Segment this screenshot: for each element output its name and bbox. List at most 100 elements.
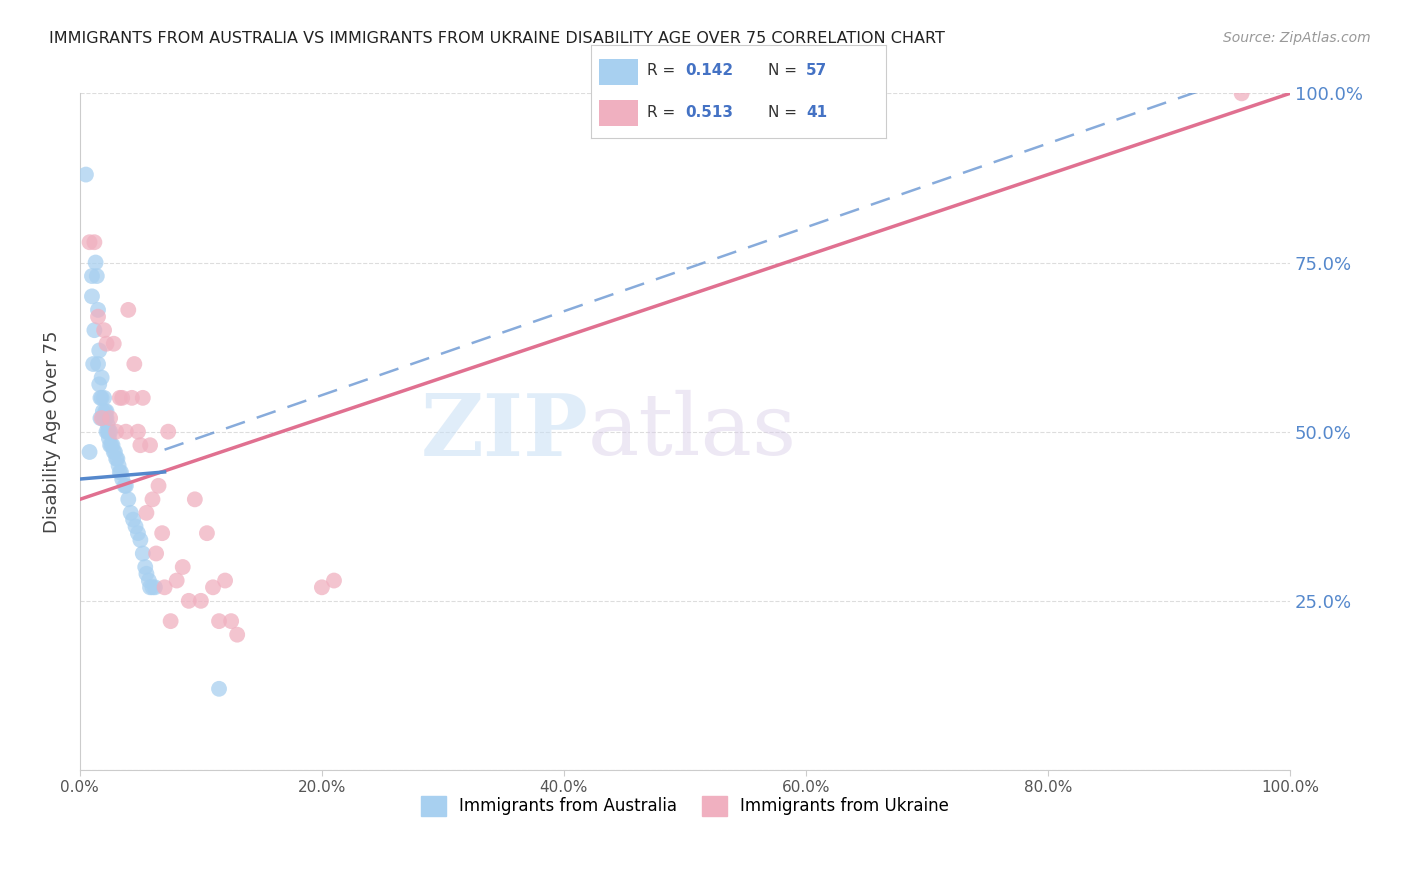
Point bbox=[98, 438, 121, 452]
Point bbox=[105, 425, 128, 439]
Point bbox=[101, 438, 124, 452]
Point bbox=[83, 235, 105, 250]
Point bbox=[132, 391, 155, 405]
Point bbox=[129, 438, 152, 452]
Point bbox=[96, 404, 118, 418]
Point bbox=[103, 336, 125, 351]
Point bbox=[117, 302, 139, 317]
Legend: Immigrants from Australia, Immigrants from Ukraine: Immigrants from Australia, Immigrants fr… bbox=[413, 789, 956, 822]
Point bbox=[90, 391, 112, 405]
Point bbox=[90, 411, 112, 425]
Point bbox=[87, 357, 110, 371]
Point bbox=[97, 432, 120, 446]
Point bbox=[111, 391, 134, 405]
Point bbox=[115, 479, 138, 493]
Point bbox=[114, 479, 136, 493]
Point bbox=[219, 614, 242, 628]
Text: 41: 41 bbox=[806, 104, 827, 120]
Point bbox=[124, 519, 146, 533]
Point bbox=[108, 465, 131, 479]
Point bbox=[214, 574, 236, 588]
Text: R =: R = bbox=[647, 63, 679, 78]
Point bbox=[190, 594, 212, 608]
Text: 0.142: 0.142 bbox=[685, 63, 733, 78]
Point bbox=[1230, 87, 1253, 101]
Point bbox=[195, 526, 218, 541]
Point bbox=[138, 574, 160, 588]
Text: N =: N = bbox=[768, 63, 801, 78]
Bar bbox=[599, 100, 638, 126]
Point bbox=[105, 451, 128, 466]
Text: ZIP: ZIP bbox=[420, 390, 588, 474]
Point bbox=[145, 546, 167, 560]
Point bbox=[97, 417, 120, 432]
Point bbox=[79, 235, 101, 250]
Point bbox=[208, 681, 231, 696]
Point bbox=[96, 336, 118, 351]
Point bbox=[108, 391, 131, 405]
Point bbox=[150, 526, 173, 541]
Point bbox=[132, 546, 155, 560]
Point bbox=[177, 594, 200, 608]
Point bbox=[96, 425, 118, 439]
Point bbox=[172, 560, 194, 574]
Point bbox=[117, 492, 139, 507]
Point bbox=[135, 506, 157, 520]
Point bbox=[89, 343, 111, 358]
Point bbox=[153, 580, 176, 594]
Text: 0.513: 0.513 bbox=[685, 104, 733, 120]
Point bbox=[82, 357, 104, 371]
Point bbox=[89, 377, 111, 392]
Point bbox=[157, 425, 180, 439]
Point bbox=[94, 411, 117, 425]
Point bbox=[105, 451, 128, 466]
Point bbox=[184, 492, 207, 507]
Point bbox=[100, 438, 122, 452]
Point bbox=[122, 513, 145, 527]
Point bbox=[93, 411, 115, 425]
Point bbox=[89, 391, 111, 405]
Text: R =: R = bbox=[647, 104, 679, 120]
Point bbox=[91, 411, 114, 425]
Point bbox=[148, 479, 170, 493]
Point bbox=[93, 391, 115, 405]
Point bbox=[166, 574, 188, 588]
Text: Source: ZipAtlas.com: Source: ZipAtlas.com bbox=[1223, 31, 1371, 45]
Point bbox=[129, 533, 152, 547]
Point bbox=[89, 411, 111, 425]
Point bbox=[90, 370, 112, 384]
Point bbox=[323, 574, 346, 588]
Point bbox=[127, 526, 149, 541]
Point bbox=[75, 168, 97, 182]
Point bbox=[79, 445, 101, 459]
Point bbox=[121, 391, 143, 405]
Point bbox=[86, 268, 108, 283]
Point bbox=[84, 255, 107, 269]
Point bbox=[208, 614, 231, 628]
Point bbox=[107, 458, 129, 473]
Text: IMMIGRANTS FROM AUSTRALIA VS IMMIGRANTS FROM UKRAINE DISABILITY AGE OVER 75 CORR: IMMIGRANTS FROM AUSTRALIA VS IMMIGRANTS … bbox=[49, 31, 945, 46]
Point bbox=[311, 580, 333, 594]
Point bbox=[143, 580, 166, 594]
Point bbox=[159, 614, 181, 628]
Point bbox=[110, 465, 132, 479]
Point bbox=[80, 268, 103, 283]
Point bbox=[83, 323, 105, 337]
Point bbox=[96, 411, 118, 425]
Point bbox=[120, 506, 142, 520]
Point bbox=[127, 425, 149, 439]
Point bbox=[139, 580, 162, 594]
Text: N =: N = bbox=[768, 104, 801, 120]
Point bbox=[104, 445, 127, 459]
Point bbox=[141, 580, 163, 594]
Point bbox=[93, 323, 115, 337]
Point bbox=[201, 580, 224, 594]
Point bbox=[80, 289, 103, 303]
Point bbox=[91, 404, 114, 418]
Point bbox=[124, 357, 146, 371]
Text: 57: 57 bbox=[806, 63, 827, 78]
Point bbox=[134, 560, 156, 574]
Point bbox=[98, 411, 121, 425]
Point bbox=[87, 302, 110, 317]
Text: atlas: atlas bbox=[588, 390, 797, 474]
